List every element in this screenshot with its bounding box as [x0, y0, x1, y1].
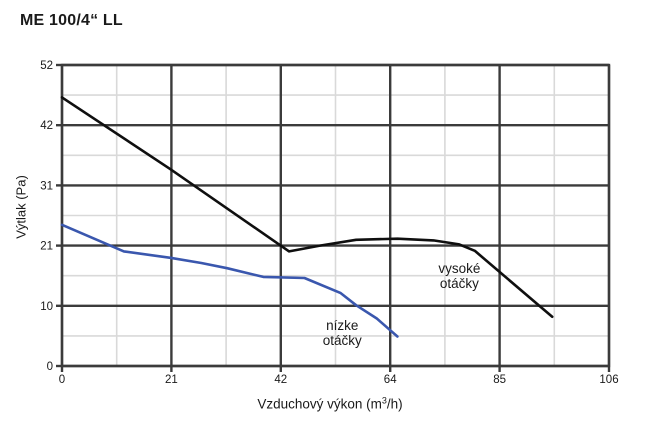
x-axis-title-superscript: 3: [381, 395, 387, 406]
plot-frame: [60, 63, 611, 368]
y-tick-label: 31: [40, 180, 53, 192]
series-label-vysoke-otacky: vysoké otáčky: [438, 261, 481, 292]
y-tick-label: 10: [40, 301, 53, 313]
x-tick-label: 85: [493, 374, 506, 386]
y-tick-label: 42: [40, 120, 53, 132]
x-tick-label: 106: [599, 374, 618, 386]
x-axis-title-text: Vzduchový výkon (m: [257, 396, 382, 412]
y-axis-title: Výtlak (Pa): [13, 175, 29, 239]
series-line-nizke-otacky: [60, 223, 399, 338]
y-tick-label: 0: [47, 361, 53, 373]
chart-title: ME 100/4“ LL: [20, 12, 123, 29]
y-tick-label: 52: [40, 60, 53, 72]
x-tick-label: 0: [59, 374, 65, 386]
series-line-vysoke-otacky: [60, 96, 554, 319]
x-axis-title-unit: /h): [386, 396, 403, 412]
y-tick-label: 21: [40, 241, 53, 253]
x-tick-label: 21: [165, 374, 178, 386]
x-axis-title: Vzduchový výkon (m3/h): [257, 395, 403, 412]
x-tick-label: 64: [384, 374, 397, 386]
x-tick-label: 42: [274, 374, 287, 386]
series-label-nizke-otacky: nízke otáčky: [322, 317, 362, 348]
